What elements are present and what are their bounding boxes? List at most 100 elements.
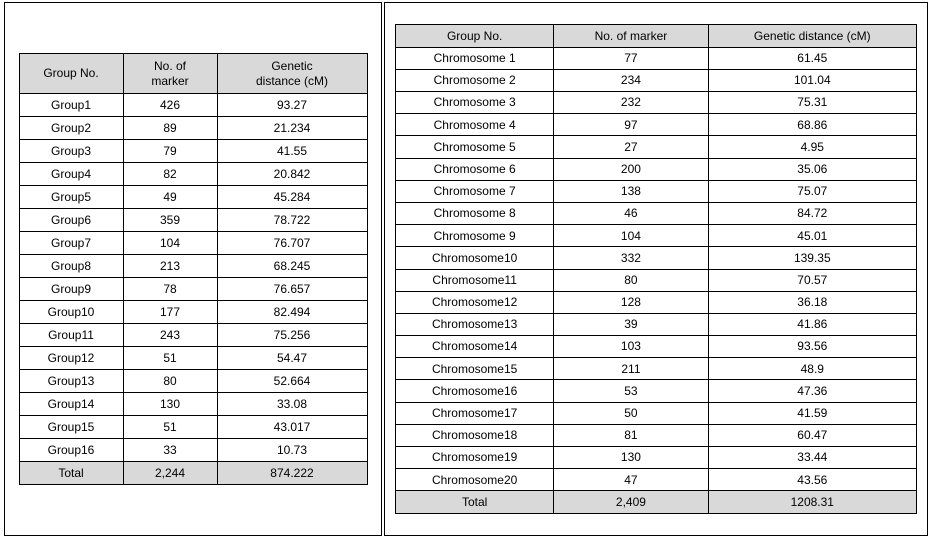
table-row: Chromosome133941.86 xyxy=(396,313,917,335)
cell-text: Chromosome 6 xyxy=(434,162,516,176)
cell-text: 41.55 xyxy=(277,144,307,158)
table-cell-dist: 35.06 xyxy=(708,158,916,180)
left-table-footer: Total 2,244 874.222 xyxy=(19,462,367,485)
table-cell-group: Group11 xyxy=(19,324,123,347)
table-row: Group155143.017 xyxy=(19,416,367,439)
table-row: Chromosome1410393.56 xyxy=(396,336,917,358)
table-cell-dist: 82.494 xyxy=(217,301,367,324)
total-dist: 874.222 xyxy=(270,466,313,480)
table-row: Chromosome11 8070.57 xyxy=(396,269,917,291)
table-row: Group48220.842 xyxy=(19,163,367,186)
table-cell-dist: 10.73 xyxy=(217,439,367,462)
cell-text: Group7 xyxy=(51,236,91,250)
cell-text: Group12 xyxy=(48,351,95,365)
table-cell-markers: 213 xyxy=(123,255,217,278)
total-label: Total xyxy=(462,495,487,509)
table-cell-group: Group5 xyxy=(19,186,123,209)
right-table: Group No. No. of marker Genetic distance… xyxy=(395,24,917,513)
table-cell-markers: 53 xyxy=(554,380,708,402)
table-cell-dist: 47.36 xyxy=(708,380,916,402)
cell-text: 52.664 xyxy=(274,374,311,388)
table-cell-markers: 138 xyxy=(554,180,708,202)
left-table-header: Group No. No. ofmarker Geneticdistance (… xyxy=(19,54,367,94)
cell-text: 48.9 xyxy=(801,362,824,376)
cell-text: 21.234 xyxy=(274,121,311,135)
cell-text: 61.45 xyxy=(797,51,827,65)
table-cell-group: Chromosome15 xyxy=(396,358,554,380)
table-cell-markers: 51 xyxy=(123,347,217,370)
table-cell-dist: 21.234 xyxy=(217,117,367,140)
table-cell-group: Group9 xyxy=(19,278,123,301)
table-cell-markers: 130 xyxy=(554,447,708,469)
table-row: Chromosome 7 13875.07 xyxy=(396,180,917,202)
table-cell-group: Group13 xyxy=(19,370,123,393)
table-cell-markers: 104 xyxy=(554,225,708,247)
total-label-cell: Total xyxy=(19,462,123,485)
table-row: Chromosome 323275.31 xyxy=(396,92,917,114)
table-cell-markers: 82 xyxy=(123,163,217,186)
table-cell-dist: 41.59 xyxy=(708,402,916,424)
cell-text: 35.06 xyxy=(797,162,827,176)
table-row: Group10 177 82.494 xyxy=(19,301,367,324)
table-row: Chromosome 84684.72 xyxy=(396,202,917,224)
cell-text: Chromosome13 xyxy=(432,317,517,331)
cell-text: 177 xyxy=(160,305,180,319)
col-header-text: Group No. xyxy=(447,29,502,43)
total-dist-cell: 874.222 xyxy=(217,462,367,485)
cell-text: 78 xyxy=(163,282,176,296)
table-cell-markers: 128 xyxy=(554,291,708,313)
table-row: Group142693.27 xyxy=(19,94,367,117)
table-cell-markers: 80 xyxy=(554,269,708,291)
cell-text: 33 xyxy=(163,443,176,457)
cell-text: 104 xyxy=(621,229,641,243)
cell-text: 47 xyxy=(624,473,637,487)
table-row: Chromosome204743.56 xyxy=(396,469,917,491)
cell-text: 80 xyxy=(163,374,176,388)
total-markers-cell: 2,244 xyxy=(123,462,217,485)
table-row: Group13 80 52.664 xyxy=(19,370,367,393)
table-row: Chromosome 910445.01 xyxy=(396,225,917,247)
cell-text: Chromosome 7 xyxy=(434,184,516,198)
cell-text: 426 xyxy=(160,98,180,112)
table-cell-dist: 33.44 xyxy=(708,447,916,469)
cell-text: 82.494 xyxy=(274,305,311,319)
table-cell-dist: 33.08 xyxy=(217,393,367,416)
table-cell-group: Chromosome 5 xyxy=(396,136,554,158)
cell-text: 139.35 xyxy=(794,251,831,265)
table-cell-markers: 50 xyxy=(554,402,708,424)
table-cell-group: Chromosome13 xyxy=(396,313,554,335)
table-cell-group: Chromosome 4 xyxy=(396,114,554,136)
table-cell-dist: 84.72 xyxy=(708,202,916,224)
cell-text: 10.73 xyxy=(277,443,307,457)
cell-text: Chromosome11 xyxy=(432,273,516,287)
table-cell-markers: 359 xyxy=(123,209,217,232)
cell-text: 53 xyxy=(624,384,637,398)
cell-text: 232 xyxy=(621,95,641,109)
table-cell-group: Group7 xyxy=(19,232,123,255)
col-header-markers: No. ofmarker xyxy=(123,54,217,94)
table-cell-group: Group3 xyxy=(19,140,123,163)
table-row: Group54945.284 xyxy=(19,186,367,209)
table-cell-dist: 54.47 xyxy=(217,347,367,370)
table-row: Chromosome1212836.18 xyxy=(396,291,917,313)
table-cell-markers: 49 xyxy=(123,186,217,209)
table-cell-markers: 89 xyxy=(123,117,217,140)
left-table: Group No. No. ofmarker Geneticdistance (… xyxy=(19,53,368,485)
table-cell-group: Chromosome12 xyxy=(396,291,554,313)
cell-text: 211 xyxy=(621,362,640,376)
table-row: Group37941.55 xyxy=(19,140,367,163)
cell-text: Chromosome15 xyxy=(432,362,517,376)
table-cell-markers: 47 xyxy=(554,469,708,491)
cell-text: 101.04 xyxy=(794,73,831,87)
table-row: Group710476.707 xyxy=(19,232,367,255)
table-row: Chromosome 5274.95 xyxy=(396,136,917,158)
cell-text: Group3 xyxy=(51,144,91,158)
table-cell-dist: 75.07 xyxy=(708,180,916,202)
cell-text: Chromosome 8 xyxy=(434,206,516,220)
table-cell-dist: 70.57 xyxy=(708,269,916,291)
cell-text: 103 xyxy=(621,339,641,353)
table-cell-group: Group12 xyxy=(19,347,123,370)
cell-text: 60.47 xyxy=(797,428,827,442)
table-cell-group: Group10 xyxy=(19,301,123,324)
table-row: Group821368.245 xyxy=(19,255,367,278)
